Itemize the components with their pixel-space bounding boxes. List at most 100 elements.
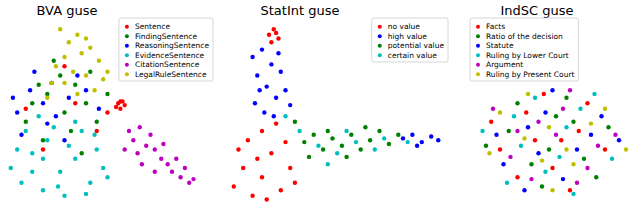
point — [293, 181, 297, 185]
point — [41, 101, 45, 105]
point — [578, 107, 582, 111]
legend-label: Ratio of the decision — [486, 32, 563, 41]
point — [105, 110, 109, 114]
title: IndSC guse — [500, 3, 573, 18]
point — [148, 133, 152, 137]
point — [101, 77, 105, 81]
point — [589, 121, 593, 125]
legend: SentenceFindingSentenceReasoningSentence… — [119, 18, 213, 81]
point — [84, 101, 88, 105]
point — [246, 138, 250, 142]
point — [387, 142, 391, 146]
point — [436, 138, 440, 142]
point — [529, 162, 533, 166]
point — [73, 157, 77, 161]
point — [75, 92, 79, 96]
point — [75, 33, 79, 37]
point — [522, 136, 526, 140]
point — [487, 151, 491, 155]
point — [62, 81, 66, 85]
legend: FactsRatio of the decisionStatuteRuling … — [470, 18, 578, 81]
point — [594, 175, 598, 179]
point — [415, 144, 419, 148]
legend-label: Ruling by Present Court — [486, 70, 574, 79]
point — [135, 151, 139, 155]
point — [84, 73, 88, 77]
point — [32, 70, 36, 74]
point — [67, 40, 71, 44]
point — [45, 138, 49, 142]
point — [559, 138, 563, 142]
point — [272, 114, 276, 118]
panel: IndSC guseFactsRatio of the decisionStat… — [470, 3, 628, 196]
point — [19, 133, 23, 137]
point — [49, 81, 53, 85]
point — [265, 197, 269, 201]
point — [105, 175, 109, 179]
legend-marker — [378, 25, 382, 29]
point — [28, 88, 32, 92]
point — [429, 134, 433, 138]
point — [508, 155, 512, 159]
point — [550, 188, 554, 192]
point — [526, 125, 530, 129]
panel: StatInt guseno valuehigh valuepotential … — [232, 3, 448, 202]
point — [571, 120, 575, 124]
point — [236, 147, 240, 151]
point — [84, 36, 88, 40]
point — [71, 70, 75, 74]
legend-marker — [125, 53, 129, 57]
point — [564, 147, 568, 151]
point — [302, 140, 306, 144]
point — [515, 175, 519, 179]
point — [582, 157, 586, 161]
point — [88, 70, 92, 74]
legend-label: Sentence — [135, 22, 171, 31]
point — [276, 51, 280, 55]
point — [420, 140, 424, 144]
point — [52, 125, 56, 129]
point — [540, 184, 544, 188]
legend-label: ReasoningSentence — [135, 41, 209, 50]
point — [56, 184, 60, 188]
point — [335, 151, 339, 155]
point — [241, 166, 245, 170]
point — [37, 83, 41, 87]
point — [118, 107, 122, 111]
point — [253, 101, 257, 105]
point — [54, 114, 58, 118]
point — [363, 125, 367, 129]
point — [542, 92, 546, 96]
point — [505, 181, 509, 185]
point — [498, 147, 502, 151]
point — [45, 121, 49, 125]
point — [153, 147, 157, 151]
point — [191, 177, 195, 181]
legend-marker — [476, 53, 480, 57]
point — [349, 133, 353, 137]
point — [410, 133, 414, 137]
point — [269, 62, 273, 66]
point — [127, 129, 131, 133]
point — [507, 129, 511, 133]
point — [316, 144, 320, 148]
point — [73, 101, 77, 105]
point — [15, 110, 19, 114]
point — [288, 103, 292, 107]
legend-marker — [476, 25, 480, 29]
point — [62, 64, 66, 68]
point — [73, 83, 77, 87]
point — [571, 192, 575, 196]
legend-marker — [476, 44, 480, 48]
point — [577, 129, 581, 133]
point — [283, 114, 287, 118]
point — [599, 114, 603, 118]
point — [543, 170, 547, 174]
point — [88, 46, 92, 50]
point — [41, 138, 45, 142]
point — [58, 170, 62, 174]
point — [84, 88, 88, 92]
figure: BVA guseSentenceFindingSentenceReasoning… — [0, 0, 640, 210]
point — [276, 36, 280, 40]
point — [97, 107, 101, 111]
